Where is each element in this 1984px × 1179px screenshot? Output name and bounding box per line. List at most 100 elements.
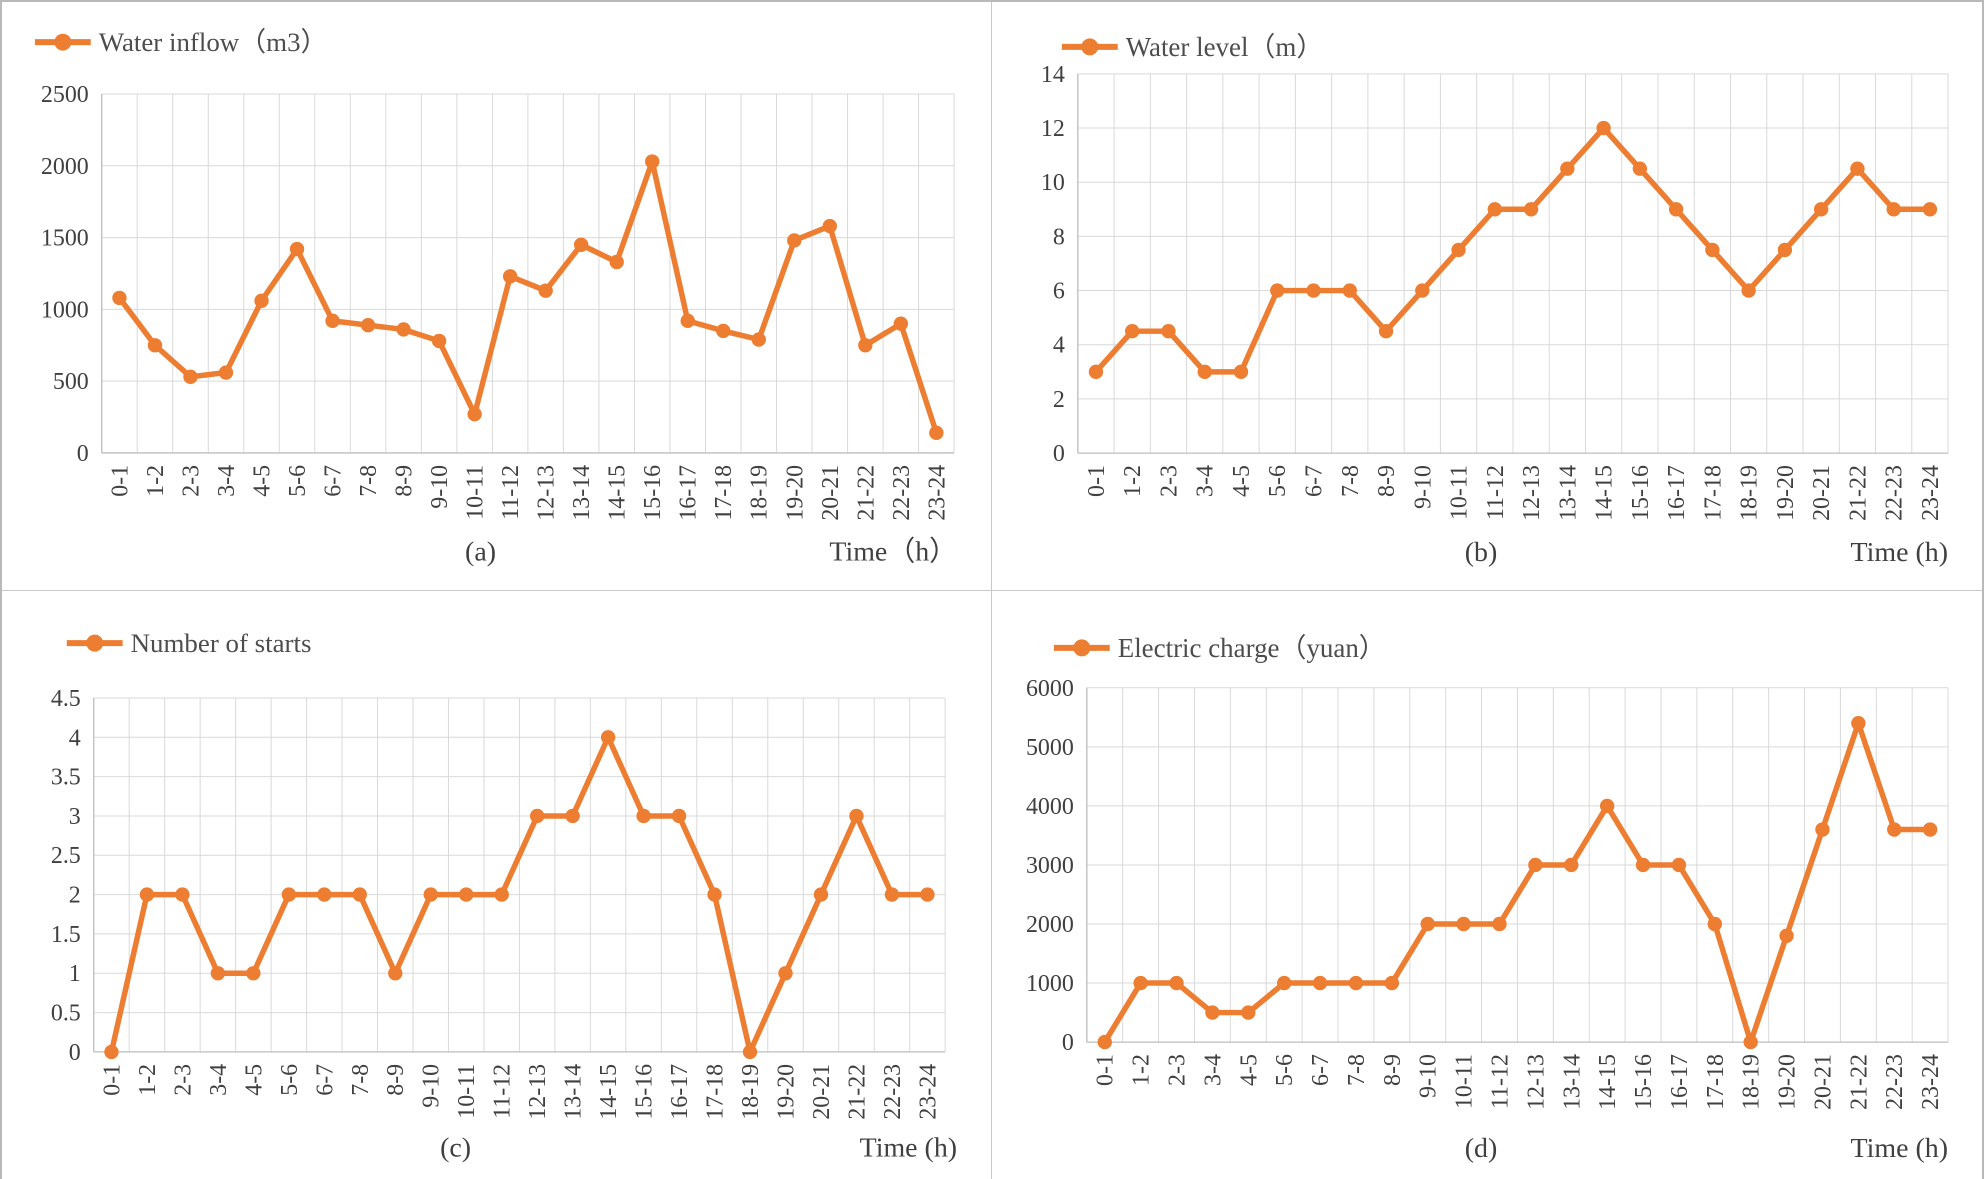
- legend-label: Water level（m）: [1126, 32, 1324, 62]
- data-point: [1348, 975, 1364, 991]
- data-point: [1741, 283, 1756, 298]
- x-tick-label: 21-22: [853, 465, 879, 521]
- x-tick-label: 16-17: [1664, 465, 1690, 521]
- x-tick-label: 10-11: [1452, 1054, 1478, 1109]
- x-tick-label: 23-24: [1918, 1054, 1944, 1110]
- data-point: [1815, 822, 1830, 837]
- y-tick-label: 4.5: [51, 686, 81, 712]
- x-tick-label: 7-8: [1344, 1054, 1370, 1086]
- x-tick-label: 2-3: [1156, 465, 1182, 497]
- x-tick-label: 2-3: [170, 1064, 196, 1096]
- x-tick-label: 19-20: [1775, 1054, 1801, 1110]
- x-tick-label: 23-24: [924, 465, 950, 521]
- data-point: [1671, 857, 1687, 872]
- x-tick-label: 5-6: [277, 1064, 303, 1096]
- y-tick-label: 8: [1053, 224, 1065, 250]
- x-tick-label: 14-15: [605, 465, 631, 521]
- data-point: [813, 887, 829, 902]
- data-point: [502, 269, 518, 284]
- data-point: [671, 808, 687, 823]
- data-point: [1850, 161, 1865, 176]
- data-point: [325, 313, 340, 329]
- x-tick-label: 19-20: [782, 465, 808, 521]
- x-tick-label: 9-10: [427, 465, 453, 509]
- x-tick-label: 17-18: [1700, 465, 1726, 521]
- x-tick-label: 7-8: [356, 465, 382, 497]
- x-tick-label: 17-18: [703, 1064, 729, 1120]
- x-tick-label: 11-12: [498, 465, 524, 520]
- legend-label: Number of starts: [131, 628, 312, 658]
- time-axis-label: Time (h): [1851, 537, 1949, 568]
- chart-panel-d: 0 1000 2000 3000 4000 5000 6000 0-1 1-2 2-3 3-4 4-5…: [992, 590, 1982, 1179]
- data-point: [112, 290, 127, 306]
- y-tick-label: 14: [1041, 62, 1065, 88]
- time-axis-label: Time (h): [860, 1132, 957, 1163]
- data-point: [1922, 822, 1938, 837]
- x-tick-label: 4-5: [1229, 465, 1255, 497]
- data-point: [289, 241, 305, 257]
- x-tick-label: 12-13: [534, 465, 560, 521]
- y-tick-label: 0: [69, 1040, 81, 1066]
- data-point: [1635, 857, 1651, 872]
- data-point: [210, 965, 226, 981]
- y-tick-label: 1000: [1026, 971, 1074, 997]
- x-tick-label: 22-23: [1882, 1054, 1908, 1110]
- data-point: [147, 338, 163, 353]
- data-point: [716, 323, 731, 339]
- data-point: [396, 322, 411, 337]
- data-point: [1777, 242, 1793, 258]
- x-tick-label: 0-1: [107, 465, 133, 497]
- data-point: [1564, 857, 1579, 872]
- chart-panel-a: 0 500 1000 1500 2000 2500 0-1 1-2 2-3 3-4 4-5 5-6 6-…: [2, 2, 992, 591]
- time-axis-label: Time (h): [1851, 1133, 1949, 1164]
- x-tick-label: 21-22: [1846, 1054, 1872, 1110]
- x-tick-label: 23-24: [1918, 465, 1944, 521]
- x-tick-label: 13-14: [569, 465, 595, 521]
- y-tick-label: 2.5: [51, 843, 81, 869]
- x-tick-label: 20-21: [1810, 1054, 1836, 1110]
- data-point: [787, 233, 802, 248]
- y-tick-label: 12: [1041, 116, 1065, 142]
- chart-c-svg: 0 0.5 1 1.5 2 2.5 3 3.5 4 4.5 0-1 1-2 2-3 3-4 4-5 5-6 6-…: [51, 628, 957, 1163]
- data-point: [1632, 161, 1648, 176]
- data-point: [1560, 161, 1575, 176]
- y-tick-label: 6: [1053, 279, 1065, 305]
- legend-marker-dot: [86, 634, 104, 652]
- x-tick-label: 13-14: [1555, 465, 1581, 521]
- data-point: [1161, 324, 1176, 339]
- data-point: [1813, 202, 1829, 217]
- data-point: [645, 154, 660, 169]
- chart-caption: (b): [1465, 537, 1498, 568]
- data-point: [1088, 364, 1104, 380]
- x-tick-label: 14-15: [1595, 1054, 1621, 1110]
- y-tick-label: 2: [1053, 387, 1065, 413]
- data-point: [360, 317, 376, 333]
- x-tick-label: 16-17: [667, 1064, 693, 1120]
- data-point: [1851, 715, 1866, 731]
- x-tick-label: 9-10: [419, 1064, 445, 1108]
- x-tick-label: 9-10: [1410, 465, 1436, 509]
- x-tick-label: 1-2: [1120, 465, 1146, 497]
- data-point: [680, 313, 695, 329]
- x-tick-label: 8-9: [1380, 1054, 1406, 1086]
- x-tick-label: 1-2: [135, 1064, 161, 1096]
- data-point: [822, 218, 837, 234]
- x-tick-label: 7-8: [348, 1064, 374, 1096]
- data-point: [183, 369, 198, 385]
- x-tick-label: 20-21: [809, 1064, 835, 1120]
- x-tick-label: 3-4: [1193, 465, 1219, 497]
- x-tick-label: 19-20: [773, 1064, 799, 1120]
- x-tick-label: 5-6: [1265, 465, 1291, 497]
- x-tick-label: 6-7: [312, 1064, 338, 1096]
- x-tick-label: 15-16: [640, 465, 666, 521]
- y-tick-label: 500: [53, 369, 89, 395]
- x-tick-label: 4-5: [250, 465, 276, 497]
- x-tick-label: 16-17: [676, 465, 702, 521]
- data-point: [920, 887, 935, 902]
- x-tick-label: 5-6: [285, 465, 311, 497]
- x-tick-label: 6-7: [1302, 465, 1328, 497]
- x-tick-label: 6-7: [1308, 1054, 1334, 1086]
- y-tick-label: 2000: [41, 154, 89, 180]
- data-point: [1420, 916, 1435, 931]
